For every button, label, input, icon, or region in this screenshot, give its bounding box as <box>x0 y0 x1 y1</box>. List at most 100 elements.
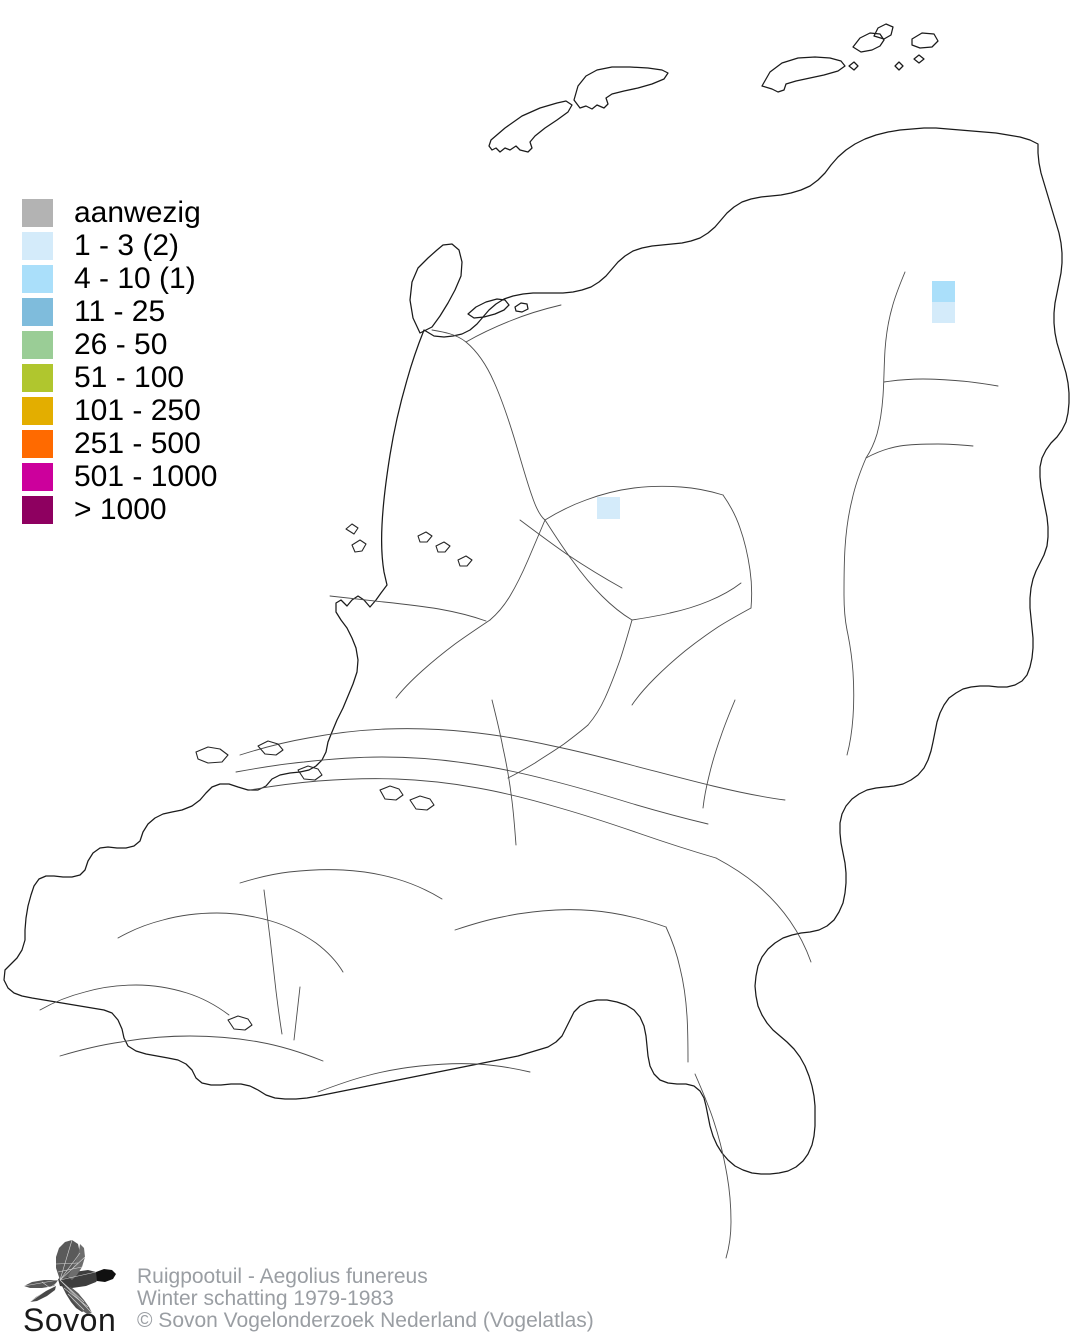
dike-houtribdijk <box>519 519 623 589</box>
river-rijn-north <box>239 728 786 801</box>
island-schouwen <box>117 912 344 973</box>
border-noordoostpolder <box>544 519 633 621</box>
legend-swatch-1-3 <box>22 231 53 260</box>
legend-swatch-present <box>22 198 53 227</box>
channel-oosterschelde <box>239 869 443 900</box>
border-flevoland-gelderland <box>587 619 633 726</box>
legend-row-over-1000[interactable]: > 1000 <box>22 493 217 526</box>
dike-afsluitdijk <box>465 304 562 343</box>
legend-row-101-250[interactable]: 101 - 250 <box>22 394 217 427</box>
island-texel <box>409 243 463 334</box>
legend-swatch-101-250 <box>22 396 53 425</box>
legend-row-51-100[interactable]: 51 - 100 <box>22 361 217 394</box>
legend-label-4-10: 4 - 10 (1) <box>74 261 196 295</box>
islet-small-d <box>913 54 925 64</box>
canal-amsterdam-rijn <box>491 699 517 846</box>
border-noordholland-ijsselmeer <box>431 329 546 521</box>
legend-label-501-1000: 501 - 1000 <box>74 459 218 493</box>
river-maas-limburg <box>694 1073 732 1259</box>
channel-westerschelde <box>59 1035 324 1062</box>
border-flevoland-inner <box>631 582 742 621</box>
inlet-dordrecht <box>379 785 404 801</box>
islet-small-c <box>911 32 939 49</box>
border-gelderland-east <box>846 629 855 756</box>
border-friesland-drenthe <box>865 443 974 459</box>
legend-label-present: aanwezig <box>74 195 201 229</box>
river-maas <box>249 778 717 859</box>
footer: Sovon Ruigpootuil - Aegolius funereus Wi… <box>22 1236 594 1336</box>
border-friesland-groningen <box>865 271 906 459</box>
islet-rottumeroog <box>873 23 894 40</box>
islet-small-a <box>848 61 859 71</box>
inlet-harbour-d <box>457 555 473 567</box>
legend-swatch-26-50 <box>22 330 53 359</box>
border-utrecht-gelderland <box>507 724 589 779</box>
islet-vlieland-east <box>514 302 529 313</box>
border-utrecht-north <box>395 619 491 699</box>
legend-label-51-100: 51 - 100 <box>74 360 185 394</box>
river-maas-lower <box>715 857 812 963</box>
inlet-rotterdam <box>257 740 284 756</box>
island-vlieland <box>467 298 510 319</box>
caption-species: Ruigpootuil - Aegolius funereus <box>137 1265 428 1288</box>
border-brabant-gelderland <box>454 909 667 931</box>
mainland-outline <box>3 127 1070 1175</box>
island-terschelling <box>488 100 573 153</box>
border-brabant-limburg <box>665 926 689 1063</box>
legend-row-4-10[interactable]: 4 - 10 (1) <box>22 262 217 295</box>
sovon-wordmark: Sovon <box>23 1302 116 1336</box>
border-brabant-south <box>317 1063 531 1093</box>
canal-zeeland-b <box>293 986 301 1041</box>
legend-row-present[interactable]: aanwezig <box>22 196 217 229</box>
canal-zeeland-a <box>263 889 283 1035</box>
legend-swatch-11-25 <box>22 297 53 326</box>
islet-rottumerplaat <box>852 32 885 53</box>
inlet-europoort <box>195 746 229 764</box>
legend-swatch-251-500 <box>22 429 53 458</box>
inlet-zeeland-detail <box>227 1015 253 1031</box>
legend-swatch-501-1000 <box>22 462 53 491</box>
legend-label-1-3: 1 - 3 (2) <box>74 228 180 262</box>
abundance-legend: aanwezig 1 - 3 (2) 4 - 10 (1) 11 - 25 26… <box>22 196 217 526</box>
caption: Ruigpootuil - Aegolius funereus Winter s… <box>137 1266 594 1336</box>
inlet-biesbosch <box>409 795 435 811</box>
caption-period: Winter schatting 1979-1983 <box>137 1287 394 1310</box>
grid-cell-drenthe-lower[interactable] <box>932 302 955 323</box>
border-overijssel-gelderland <box>631 607 752 706</box>
legend-row-11-25[interactable]: 11 - 25 <box>22 295 217 328</box>
grid-cell-flevoland[interactable] <box>597 497 620 519</box>
legend-swatch-51-100 <box>22 363 53 392</box>
inlet-nieuwe-waterweg <box>297 765 323 781</box>
sovon-logo[interactable]: Sovon <box>22 1236 130 1336</box>
legend-label-11-25: 11 - 25 <box>74 294 166 328</box>
island-walcheren <box>39 984 230 1016</box>
legend-row-26-50[interactable]: 26 - 50 <box>22 328 217 361</box>
grid-cell-drenthe-upper[interactable] <box>932 281 955 302</box>
caption-copyright: © Sovon Vogelonderzoek Nederland (Vogela… <box>137 1309 594 1332</box>
islet-small-b <box>894 61 904 71</box>
legend-label-over-1000: > 1000 <box>74 492 167 526</box>
sovon-swallow-icon: Sovon <box>23 1239 116 1336</box>
island-schiermonnikoog <box>761 56 846 93</box>
river-ijssel <box>702 699 736 809</box>
border-noordholland-utrecht <box>489 519 546 621</box>
border-drenthe-overijssel <box>843 457 867 631</box>
inlet-ijmuiden <box>345 523 359 535</box>
island-ameland <box>573 66 669 110</box>
border-flevoland-overijssel <box>722 494 753 609</box>
legend-row-251-500[interactable]: 251 - 500 <box>22 427 217 460</box>
inlet-harbour-a <box>351 539 367 553</box>
river-waal <box>235 756 709 825</box>
border-groningen-drenthe <box>883 378 999 387</box>
canal-noordzeekanaal <box>329 595 487 622</box>
legend-row-1-3[interactable]: 1 - 3 (2) <box>22 229 217 262</box>
legend-label-101-250: 101 - 250 <box>74 393 201 427</box>
inlet-harbour-b <box>417 531 433 543</box>
border-friesland-flevoland <box>544 485 724 521</box>
legend-label-251-500: 251 - 500 <box>74 426 201 460</box>
legend-swatch-over-1000 <box>22 495 53 524</box>
inlet-harbour-c <box>435 541 451 553</box>
legend-label-26-50: 26 - 50 <box>74 327 168 361</box>
legend-row-501-1000[interactable]: 501 - 1000 <box>22 460 217 493</box>
